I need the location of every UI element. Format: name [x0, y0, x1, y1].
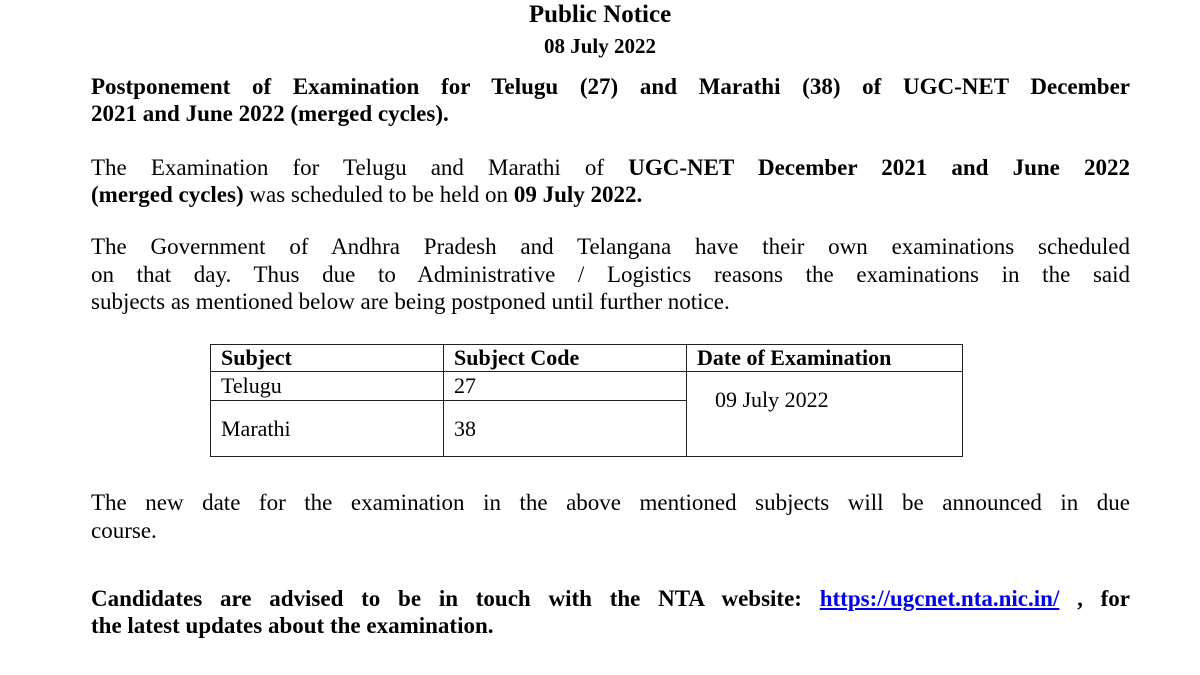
text-segment: Candidates are advised to be in touch wi…	[91, 586, 820, 611]
subject-cell: Telugu	[210, 371, 444, 401]
header-date: Date of Examination	[686, 344, 963, 372]
text-segment: The new date for the examination in the …	[91, 490, 1130, 515]
text-line: course.	[91, 517, 1130, 545]
text-segment: UGC-NET December 2021 and June 2022	[628, 155, 1130, 180]
text-segment: (merged cycles)	[91, 182, 244, 207]
text-segment: Postponement of Examination for Telugu (…	[91, 74, 1130, 99]
text-segment: was scheduled to be held on	[243, 182, 514, 207]
text-segment: The Examination for Telugu and Marathi o…	[91, 155, 629, 180]
text-segment: 09 July 2022.	[513, 182, 643, 207]
table-row: Marathi 38	[210, 400, 963, 457]
text-line: (merged cycles) was scheduled to be held…	[91, 181, 1130, 209]
text-segment: 2021 and June 2022 (merged cycles).	[91, 101, 449, 126]
text-line: The Examination for Telugu and Marathi o…	[91, 154, 1130, 182]
table-row: Telugu 27 09 July 2022	[210, 371, 963, 457]
text-segment: course.	[91, 518, 157, 543]
text-segment: the latest updates about the examination…	[91, 613, 494, 638]
text-line: Candidates are advised to be in touch wi…	[91, 585, 1130, 613]
text-segment: The Government of Andhra Pradesh and Tel…	[91, 234, 1130, 259]
text-line: The new date for the examination in the …	[91, 489, 1130, 517]
code-cell: 38	[443, 400, 687, 457]
text-line: Postponement of Examination for Telugu (…	[91, 73, 1130, 101]
table-header-row: Subject Subject Code Date of Examination	[210, 344, 963, 372]
text-segment: subjects as mentioned below are being po…	[91, 289, 730, 314]
text-line: subjects as mentioned below are being po…	[91, 288, 1130, 316]
text-line: 2021 and June 2022 (merged cycles).	[91, 100, 1130, 128]
header-subject-code: Subject Code	[443, 344, 687, 372]
text-line: The Government of Andhra Pradesh and Tel…	[91, 233, 1130, 261]
postponed-subjects-table: Subject Subject Code Date of Examination…	[210, 344, 963, 457]
text-segment: on that day. Thus due to Administrative …	[91, 262, 1130, 287]
text-line: on that day. Thus due to Administrative …	[91, 261, 1130, 289]
notice-date: 08 July 2022	[543, 34, 656, 58]
code-cell: 27	[443, 371, 687, 401]
nta-website-link[interactable]: https://ugcnet.nta.nic.in/	[819, 586, 1060, 611]
text-segment: , for	[1059, 586, 1130, 611]
subject-cell: Marathi	[210, 400, 444, 457]
date-cell: 09 July 2022	[686, 371, 963, 457]
header-subject: Subject	[210, 344, 444, 372]
text-line: the latest updates about the examination…	[91, 612, 1130, 640]
notice-title: Public Notice	[528, 1, 672, 28]
